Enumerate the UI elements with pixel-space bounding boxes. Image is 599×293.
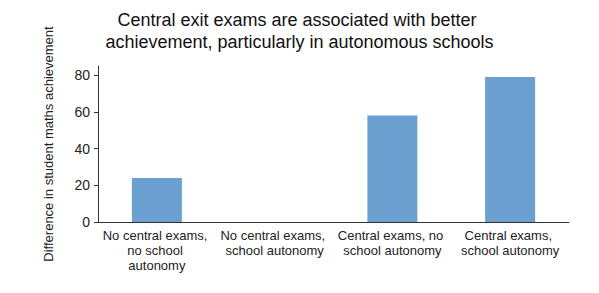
svg-text:80: 80 — [74, 67, 90, 83]
svg-text:school autonomy: school autonomy — [343, 243, 442, 258]
svg-text:achievement, particularly in a: achievement, particularly in autonomous … — [105, 32, 493, 52]
svg-text:Central exams,: Central exams, — [465, 228, 556, 243]
svg-text:autonomy: autonomy — [128, 258, 186, 273]
svg-text:no school: no school — [127, 243, 186, 258]
svg-text:20: 20 — [74, 177, 90, 193]
svg-text:Central exams, no: Central exams, no — [338, 228, 447, 243]
svg-text:No central exams,: No central exams, — [103, 228, 211, 243]
svg-text:Difference in student maths ac: Difference in student maths achievement — [41, 26, 56, 262]
svg-text:60: 60 — [74, 104, 90, 120]
svg-text:No central exams,: No central exams, — [220, 228, 328, 243]
svg-text:school autonomy: school autonomy — [225, 243, 324, 258]
svg-text:school autonomy: school autonomy — [461, 243, 560, 258]
svg-text:Central exit exams are associa: Central exit exams are associated with b… — [117, 10, 481, 30]
svg-text:0: 0 — [82, 214, 90, 230]
svg-text:40: 40 — [74, 141, 90, 157]
